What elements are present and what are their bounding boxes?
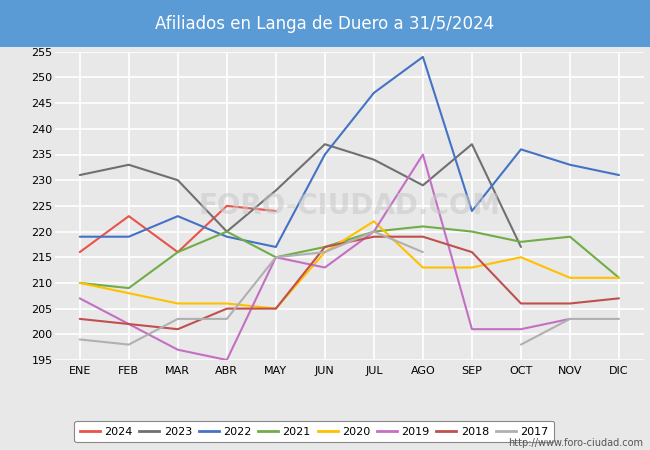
Text: http://www.foro-ciudad.com: http://www.foro-ciudad.com [508,438,644,448]
Legend: 2024, 2023, 2022, 2021, 2020, 2019, 2018, 2017: 2024, 2023, 2022, 2021, 2020, 2019, 2018… [74,421,554,442]
Text: Afiliados en Langa de Duero a 31/5/2024: Afiliados en Langa de Duero a 31/5/2024 [155,14,495,33]
Text: FORO-CIUDAD.COM: FORO-CIUDAD.COM [198,192,500,220]
